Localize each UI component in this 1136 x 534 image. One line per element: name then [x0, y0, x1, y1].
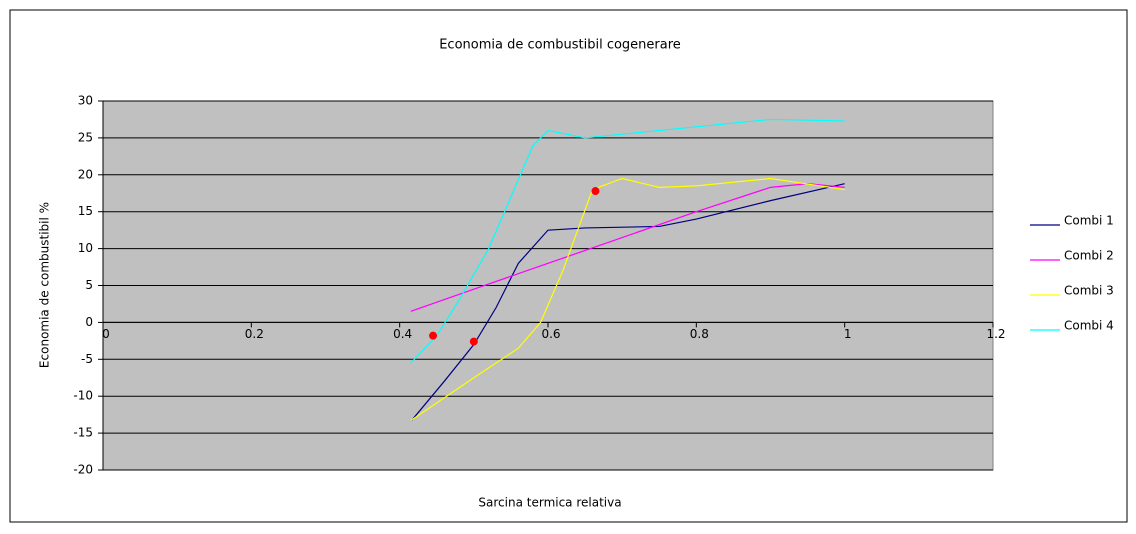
legend-label: Combi 3 [1064, 284, 1114, 298]
x-tick-label: 0.2 [245, 327, 264, 341]
series-line [411, 183, 845, 421]
series-line [410, 183, 845, 312]
x-tick-label: 1 [844, 327, 852, 341]
x-tick-label: 0 [102, 327, 110, 341]
legend-label: Combi 1 [1064, 214, 1114, 228]
x-tick-label: 0.6 [541, 327, 560, 341]
x-tick-label: 0.4 [393, 327, 412, 341]
marker [591, 187, 600, 196]
y-tick-label: 30 [78, 94, 93, 108]
legend-label: Combi 2 [1064, 249, 1114, 263]
marker [469, 337, 478, 346]
y-tick-label: -10 [73, 389, 93, 403]
y-axis-title: Economia de combustibil % [38, 202, 52, 368]
x-axis-title: Sarcina termica relativa [478, 496, 621, 510]
y-tick-label: -15 [73, 426, 93, 440]
x-tick-label: 0.8 [690, 327, 709, 341]
y-tick-label: 0 [85, 315, 93, 329]
y-tick-label: 15 [78, 204, 93, 218]
y-tick-label: 20 [78, 167, 93, 181]
chart-title: Economia de combustibil cogenerare [439, 38, 681, 53]
y-tick-label: 25 [78, 130, 93, 144]
legend-label: Combi 4 [1064, 319, 1114, 333]
x-tick-label: 1.2 [986, 327, 1005, 341]
marker [429, 331, 438, 340]
y-tick-label: -20 [73, 463, 93, 477]
y-tick-label: 10 [78, 241, 93, 255]
series-line [410, 118, 845, 364]
y-tick-label: -5 [81, 352, 93, 366]
y-tick-label: 5 [85, 278, 93, 292]
